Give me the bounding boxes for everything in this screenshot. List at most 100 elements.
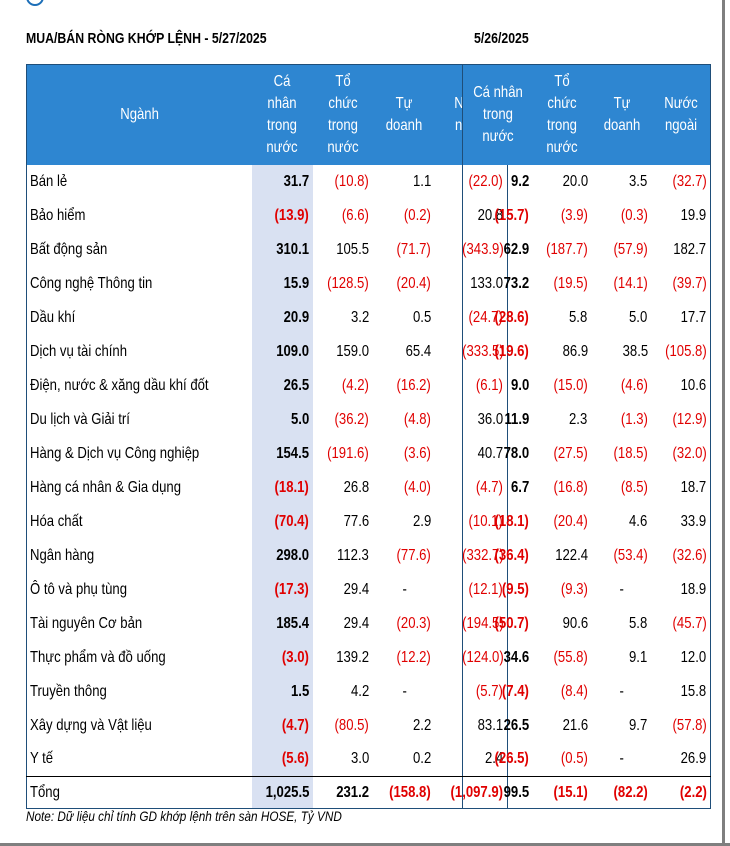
- value-foreign: 40.7: [477, 444, 504, 462]
- value-proprietary: (4.6): [620, 376, 648, 394]
- value-individual: 185.4: [251, 606, 314, 641]
- value-proprietary: 65.4: [405, 342, 432, 360]
- value-institution: 139.2: [336, 648, 370, 666]
- value-individual: 26.5: [251, 368, 314, 403]
- table-row: Y tế (5.6) 3.0 0.2 2.4: [27, 742, 508, 777]
- value-foreign: 19.9: [680, 206, 707, 224]
- value-individual: (5.6): [251, 742, 314, 777]
- value-proprietary: (20.3): [396, 614, 432, 632]
- value-proprietary: 3.5: [629, 172, 648, 190]
- value-institution: 105.5: [336, 240, 370, 258]
- value-individual: (4.7): [251, 708, 314, 743]
- value-foreign: (32.7): [672, 172, 707, 190]
- table-row: Du lịch và Giải trí 5.0 (36.2) (4.8) 36.0: [27, 402, 508, 437]
- sector-name: Công nghệ Thông tin: [30, 274, 153, 292]
- value-institution: 26.8: [343, 478, 370, 496]
- value-foreign: 36.0: [477, 410, 504, 428]
- value-institution: (15.1): [533, 776, 592, 809]
- total-row: Tổng 1,025.5 231.2 (158.8) (1,097.9): [26, 776, 508, 809]
- table-row: (26.5) (0.5) - 26.9: [463, 743, 711, 777]
- value-proprietary: 0.2: [412, 750, 432, 768]
- value-individual: (3.0): [251, 640, 314, 675]
- left-table-body: Bán lẻ 31.7 (10.8) 1.1 (22.0) Bảo hiểm (13.9) (…: [26, 164, 508, 809]
- value-institution: 21.6: [562, 716, 588, 734]
- value-foreign: (124.0): [461, 648, 504, 666]
- value-institution: (0.5): [560, 750, 588, 768]
- value-foreign: (5.7): [476, 682, 504, 700]
- total-row: 99.5 (15.1) (82.2) (2.2): [462, 776, 711, 809]
- value-proprietary: -: [401, 682, 407, 700]
- value-institution: (19.5): [553, 274, 588, 292]
- value-institution: 29.4: [343, 580, 370, 598]
- value-proprietary: (82.2): [591, 776, 652, 809]
- sector-name: Ngân hàng: [30, 546, 95, 564]
- header-sector: Ngành: [26, 64, 252, 165]
- sector-name: Y tế: [30, 750, 54, 768]
- sector-name: Dầu khí: [30, 308, 76, 326]
- value-institution: 3.0: [350, 750, 370, 768]
- value-institution: (16.8): [553, 478, 588, 496]
- value-institution: (9.3): [560, 580, 588, 598]
- value-foreign: 133.0: [470, 274, 504, 292]
- value-proprietary: (158.8): [373, 776, 436, 809]
- value-institution: (10.8): [334, 172, 370, 190]
- table-row: 6.7 (16.8) (8.5) 18.7: [463, 471, 711, 505]
- value-individual: (17.3): [251, 572, 314, 607]
- value-proprietary: (4.8): [404, 410, 432, 428]
- value-institution: 90.6: [562, 614, 588, 632]
- table-row: 26.5 21.6 9.7 (57.8): [463, 709, 711, 743]
- value-individual: 6.7: [510, 478, 529, 496]
- header-institution: Tổ chức trong nước: [533, 64, 592, 165]
- value-foreign: (332.7): [461, 546, 504, 564]
- sector-name: Thực phẩm và đồ uống: [30, 648, 166, 666]
- table-row: Bán lẻ 31.7 (10.8) 1.1 (22.0): [27, 164, 508, 199]
- value-individual: (70.4): [251, 504, 314, 539]
- value-proprietary: (0.3): [620, 206, 648, 224]
- value-individual: 310.1: [251, 232, 314, 267]
- right-table-title: 5/26/2025: [474, 30, 529, 47]
- value-proprietary: 2.9: [412, 512, 432, 530]
- value-foreign: (2.2): [651, 776, 711, 809]
- sector-name: Hàng & Dịch vụ Công nghiệp: [30, 444, 200, 462]
- value-institution: 4.2: [350, 682, 370, 700]
- value-institution: 86.9: [562, 342, 588, 360]
- table-row: Ô tô và phụ tùng (17.3) 29.4 - (12.1): [27, 572, 508, 607]
- value-individual: (9.5): [502, 580, 529, 598]
- table-row: 9.0 (15.0) (4.6) 10.6: [463, 369, 711, 403]
- value-proprietary: (1.3): [620, 410, 648, 428]
- sector-name: Truyền thông: [30, 682, 107, 700]
- value-foreign: (105.8): [664, 342, 707, 360]
- value-individual: (15.7): [494, 206, 529, 224]
- value-proprietary: 4.6: [629, 512, 648, 530]
- table-row: (28.6) 5.8 5.0 17.7: [463, 301, 711, 335]
- value-individual: (18.1): [494, 512, 529, 530]
- sector-name: Hàng cá nhân & Gia dụng: [30, 478, 181, 496]
- value-individual: 20.9: [251, 300, 314, 335]
- value-individual: 78.0: [503, 444, 529, 462]
- value-individual: 1,025.5: [251, 776, 314, 809]
- value-institution: 231.2: [313, 776, 374, 809]
- value-foreign: 26.9: [680, 750, 707, 768]
- value-individual: 1.5: [251, 674, 314, 709]
- value-individual: 31.7: [251, 164, 314, 199]
- value-individual: 298.0: [251, 538, 314, 573]
- table-row: Dịch vụ tài chính 109.0 159.0 65.4 (333.5): [27, 334, 508, 369]
- value-individual: 62.9: [503, 240, 529, 258]
- value-institution: 5.8: [569, 308, 588, 326]
- value-proprietary: (18.5): [613, 444, 648, 462]
- value-proprietary: 9.7: [629, 716, 648, 734]
- value-individual: (26.5): [494, 750, 529, 768]
- value-proprietary: -: [619, 580, 624, 598]
- table-row: 73.2 (19.5) (14.1) (39.7): [463, 267, 711, 301]
- value-proprietary: (4.0): [404, 478, 432, 496]
- value-proprietary: -: [619, 750, 624, 768]
- sector-name: Du lịch và Giải trí: [30, 410, 130, 428]
- value-foreign: (22.0): [468, 172, 504, 190]
- value-individual: 15.9: [251, 266, 314, 301]
- value-individual: 9.2: [510, 172, 529, 190]
- table-row: (18.1) (20.4) 4.6 33.9: [463, 505, 711, 539]
- table-row: (7.4) (8.4) - 15.8: [463, 675, 711, 709]
- value-proprietary: (14.1): [613, 274, 648, 292]
- value-institution: 29.4: [343, 614, 370, 632]
- table-row: Truyền thông 1.5 4.2 - (5.7): [27, 674, 508, 709]
